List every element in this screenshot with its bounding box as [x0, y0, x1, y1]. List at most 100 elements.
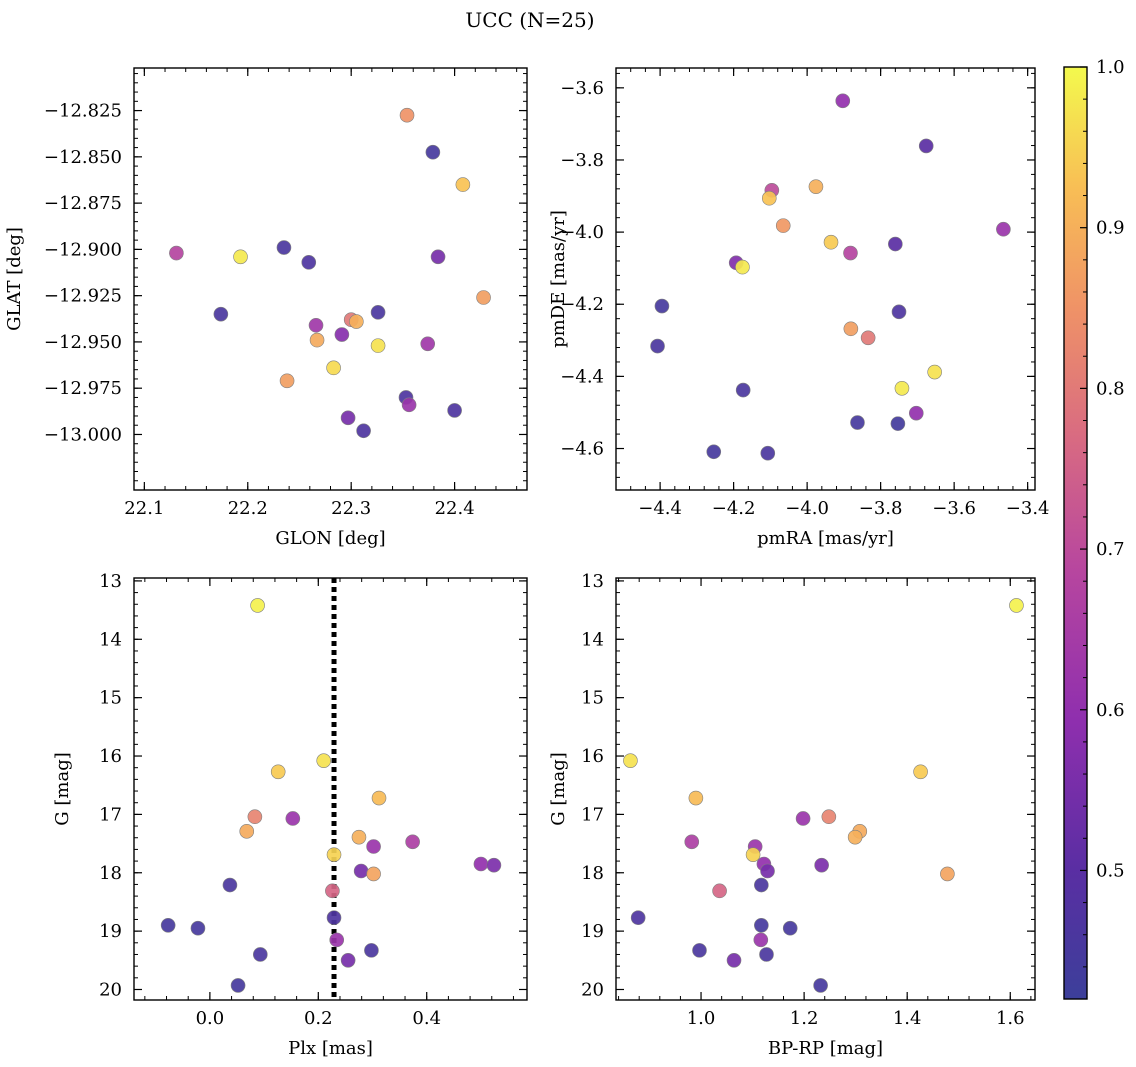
scatter-point	[996, 221, 1011, 237]
y-tick-label: −12.925	[44, 286, 122, 307]
scatter-point	[169, 245, 184, 261]
scatter-point	[754, 917, 769, 933]
scatter-point	[890, 416, 906, 431]
scatter-point	[270, 764, 286, 780]
scatter-point	[908, 405, 924, 421]
scatter-point	[325, 883, 340, 899]
panel-bprp-g: 1.0 1.2 1.4 1.6 13 14 15 16 17 18 19 20 BP-RP [mag] G…	[548, 571, 1036, 1059]
y-tick-label: −12.950	[44, 332, 122, 353]
scatter-point	[712, 883, 727, 899]
colorbar-tick-label: 1.0	[1096, 57, 1125, 78]
y-tick-label: 13	[99, 571, 122, 592]
scatter-point	[654, 298, 670, 314]
scatter-point	[692, 943, 707, 958]
x-tick-label: 0.2	[304, 1008, 333, 1029]
scatter-point	[745, 847, 761, 862]
scatter-point	[253, 947, 268, 962]
colorbar-tick-label: 0.9	[1096, 218, 1125, 239]
scatter-point	[190, 920, 206, 936]
scatter-point	[927, 364, 942, 380]
y-tick-label: 20	[99, 979, 122, 1000]
scatter-point	[808, 179, 824, 194]
scatter-point	[455, 177, 471, 192]
scatter-point	[250, 598, 265, 613]
y-tick-label: −12.825	[44, 101, 122, 122]
scatter-point	[735, 259, 750, 275]
x-tick-label: 0.0	[196, 1008, 225, 1029]
y-tick-label: 19	[581, 921, 604, 942]
x-tick-label: −3.8	[859, 498, 903, 519]
axes-frame	[133, 577, 528, 1001]
scatter-point	[761, 190, 777, 206]
scatter-point	[630, 910, 646, 926]
y-tick-label: −4.6	[560, 439, 604, 460]
scatter-point	[821, 809, 837, 825]
y-axis-label: GLAT [deg]	[4, 227, 25, 331]
y-axis-label: G [mag]	[52, 752, 73, 825]
scatter-point	[370, 305, 386, 320]
scatter-point	[843, 245, 858, 261]
y-axis-label: G [mag]	[548, 752, 569, 825]
y-tick-label: 20	[581, 979, 604, 1000]
scatter-point	[160, 917, 176, 933]
scatter-point	[279, 373, 295, 389]
scatter-point	[329, 932, 345, 948]
x-tick-label: −3.4	[1006, 498, 1050, 519]
scatter-point	[353, 863, 369, 879]
scatter-point	[1009, 598, 1024, 613]
x-tick-label: 1.2	[790, 1008, 819, 1029]
scatter-point	[239, 824, 255, 839]
y-tick-label: 13	[581, 571, 604, 592]
colorbar: 0.5 0.6 0.7 0.8 0.9 1.0	[1063, 57, 1125, 1000]
y-tick-label: 15	[581, 688, 604, 709]
scatter-point	[894, 380, 910, 396]
scatter-point	[913, 764, 928, 780]
scatter-point	[247, 809, 263, 825]
axes-frame	[615, 577, 1036, 1001]
scatter-point	[795, 811, 811, 826]
scatter-point	[847, 829, 863, 845]
y-axis-label: pmDE [mas/yr]	[548, 210, 569, 348]
scatter-point	[918, 138, 934, 154]
scatter-point	[309, 332, 325, 348]
y-tick-label: −12.850	[44, 147, 122, 168]
y-tick-label: 18	[99, 863, 122, 884]
scatter-point	[371, 790, 387, 806]
scatter-point	[430, 249, 446, 265]
scatter-point	[447, 403, 462, 418]
scatter-point	[233, 249, 248, 265]
axes-frame	[615, 67, 1036, 491]
x-tick-label: 22.4	[435, 498, 475, 519]
scatter-point	[940, 866, 955, 882]
scatter-point	[684, 834, 700, 850]
scatter-point	[366, 839, 381, 854]
scatter-point	[813, 978, 828, 993]
x-tick-label: 22.1	[124, 498, 164, 519]
y-tick-label: −13.000	[44, 424, 122, 445]
x-tick-label: −4.0	[785, 498, 829, 519]
panel-plx-g: 0.0 0.2 0.4 13 14 15 16 17 18 19 20 Plx [mas] G [mag…	[52, 571, 528, 1059]
scatter-point	[888, 236, 903, 252]
scatter-point	[486, 857, 502, 873]
scatter-point	[301, 255, 317, 270]
y-tick-label: 14	[99, 629, 122, 650]
scatter-point	[340, 953, 356, 968]
x-axis-label: GLON [deg]	[275, 528, 385, 549]
colorbar-gradient	[1063, 66, 1088, 1000]
scatter-point	[473, 856, 489, 872]
scatter-point	[349, 314, 364, 329]
y-tick-label: 14	[581, 629, 604, 650]
x-axis-label: pmRA [mas/yr]	[757, 528, 894, 549]
scatter-point	[753, 932, 769, 948]
y-tick-label: −3.6	[560, 78, 604, 99]
panel-pmra-pmde: −4.4 −4.2 −4.0 −3.8 −3.6 −3.4 −3.6 −3.8 −4.0 −4.2…	[548, 67, 1050, 549]
y-tick-label: −12.875	[44, 193, 122, 214]
scatter-point	[308, 317, 324, 333]
scatter-point	[860, 330, 876, 346]
scatter-point	[364, 943, 379, 958]
scatter-point	[476, 290, 491, 305]
scatter-point	[735, 382, 751, 398]
scatter-point	[326, 910, 342, 926]
scatter-point	[356, 423, 371, 439]
y-tick-label: −3.8	[560, 150, 604, 171]
